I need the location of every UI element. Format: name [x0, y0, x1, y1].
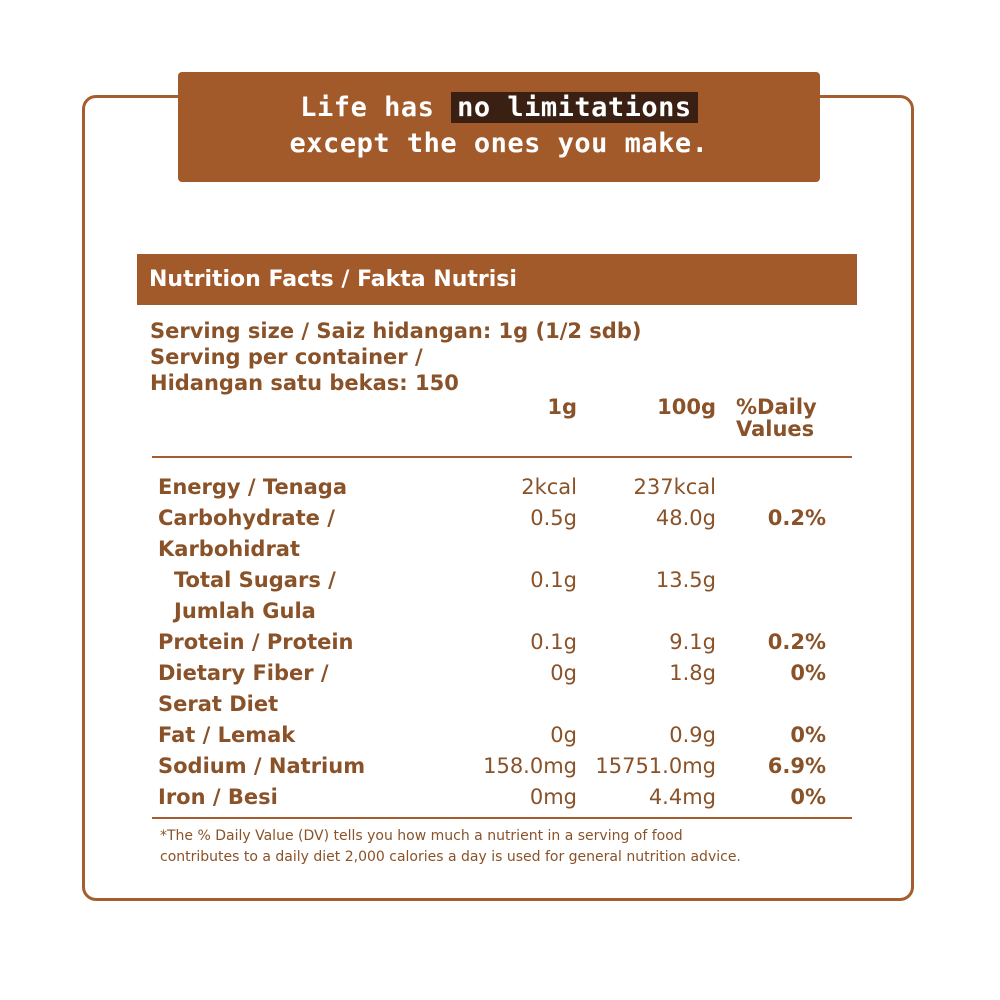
value-per-100g: 15751.0mg — [595, 754, 716, 778]
footnote-line-2: contributes to a daily diet 2,000 calori… — [160, 849, 741, 865]
serving-per-container-1: Serving per container / — [150, 345, 423, 369]
quote-text: Life has no limitations except the ones … — [178, 90, 820, 162]
daily-value: 0% — [790, 661, 826, 685]
header-divider — [152, 456, 852, 458]
nutrient-row: Dietary Fiber / 0g 1.8g 0% — [0, 658, 1000, 689]
nutrient-name: Jumlah Gula — [174, 599, 316, 623]
quote-line-1: Life has no limitations — [178, 90, 820, 126]
column-header-dv-line-1: %Daily — [736, 395, 817, 419]
serving-info: Serving size / Saiz hidangan: 1g (1/2 sd… — [150, 318, 770, 396]
daily-value: 0.2% — [767, 506, 826, 530]
nutrient-row: Fat / Lemak 0g 0.9g 0% — [0, 720, 1000, 751]
value-per-100g: 237kcal — [633, 475, 717, 499]
nutrient-name: Fat / Lemak — [158, 723, 296, 747]
daily-value: 0.2% — [767, 630, 826, 654]
daily-value: 0% — [790, 785, 826, 809]
quote-line-1-pre: Life has — [300, 92, 452, 123]
value-per-100g: 13.5g — [655, 568, 716, 592]
value-per-100g: 4.4mg — [648, 785, 716, 809]
nutrient-name: Protein / Protein — [158, 630, 354, 654]
quote-line-2: except the ones you make. — [289, 128, 709, 159]
column-header-daily-values: %Daily Values — [736, 396, 817, 440]
daily-value: 0% — [790, 723, 826, 747]
nutrient-row: Karbohidrat — [0, 534, 1000, 565]
nutrient-row: Serat Diet — [0, 689, 1000, 720]
nutrient-name: Carbohydrate / — [158, 506, 335, 530]
value-per-1g: 0g — [550, 723, 577, 747]
nutrient-row: Jumlah Gula — [0, 596, 1000, 627]
nutrient-row: Protein / Protein 0.1g 9.1g 0.2% — [0, 627, 1000, 658]
nutrient-name: Serat Diet — [158, 692, 279, 716]
value-per-1g: 0g — [550, 661, 577, 685]
nutrient-name: Sodium / Natrium — [158, 754, 366, 778]
footer-divider — [152, 817, 852, 819]
label-frame — [82, 95, 914, 901]
value-per-1g: 0.1g — [530, 630, 577, 654]
nutrient-row: Energy / Tenaga 2kcal 237kcal — [0, 472, 1000, 503]
quote-banner — [178, 72, 820, 182]
daily-value: 6.9% — [767, 754, 826, 778]
column-header-100g: 100g — [657, 395, 716, 419]
value-per-1g: 158.0mg — [483, 754, 577, 778]
nutrient-row: Iron / Besi 0mg 4.4mg 0% — [0, 782, 1000, 813]
value-per-1g: 0.5g — [530, 506, 577, 530]
value-per-1g: 0mg — [529, 785, 577, 809]
nutrient-row: Carbohydrate / 0.5g 48.0g 0.2% — [0, 503, 1000, 534]
column-header-dv-line-2: Values — [736, 417, 815, 441]
nutrient-row: Total Sugars / 0.1g 13.5g — [0, 565, 1000, 596]
footnote-line-1: *The % Daily Value (DV) tells you how mu… — [160, 828, 683, 844]
nutrition-facts-title: Nutrition Facts / Fakta Nutrisi — [137, 254, 857, 305]
nutrient-name: Dietary Fiber / — [158, 661, 329, 685]
value-per-100g: 48.0g — [655, 506, 716, 530]
daily-value-footnote: *The % Daily Value (DV) tells you how mu… — [160, 826, 880, 868]
column-header-1g: 1g — [547, 395, 577, 419]
serving-size: Serving size / Saiz hidangan: 1g (1/2 sd… — [150, 319, 642, 343]
value-per-100g: 0.9g — [669, 723, 716, 747]
nutrient-name: Energy / Tenaga — [158, 475, 348, 499]
value-per-100g: 1.8g — [669, 661, 716, 685]
nutrient-row: Sodium / Natrium 158.0mg 15751.0mg 6.9% — [0, 751, 1000, 782]
nutrient-name: Iron / Besi — [158, 785, 278, 809]
value-per-1g: 2kcal — [521, 475, 577, 499]
nutrient-name: Karbohidrat — [158, 537, 301, 561]
value-per-1g: 0.1g — [530, 568, 577, 592]
quote-highlight: no limitations — [451, 92, 698, 123]
nutrient-name: Total Sugars / — [174, 568, 336, 592]
serving-per-container-2: Hidangan satu bekas: 150 — [150, 371, 459, 395]
value-per-100g: 9.1g — [669, 630, 716, 654]
